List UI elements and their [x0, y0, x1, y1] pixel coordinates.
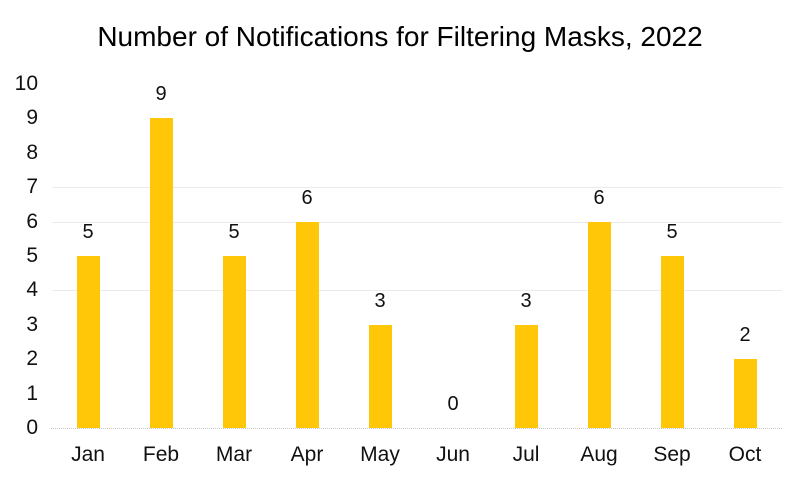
data-label-apr: 6	[301, 186, 313, 209]
x-axis-label-feb: Feb	[142, 443, 180, 466]
y-axis-tick-label: 3	[26, 312, 38, 336]
bar-mar	[222, 256, 246, 428]
x-axis-label-jan: Jan	[71, 443, 105, 466]
bar-aug	[587, 221, 611, 428]
bar-jan	[76, 256, 100, 428]
bar-apr	[295, 221, 319, 428]
data-label-jun: 0	[447, 393, 459, 415]
y-axis-tick-label: 1	[26, 381, 38, 405]
y-axis-tick-label: 5	[26, 244, 38, 267]
x-axis-label-apr: Apr	[290, 443, 324, 466]
y-axis-tick-label: 4	[26, 278, 38, 302]
bar-sep	[660, 256, 684, 428]
y-axis-tick-label: 10	[14, 72, 38, 95]
gridline-y4	[52, 290, 782, 292]
y-axis-tick-label: 2	[26, 347, 38, 371]
y-axis-tick-label: 0	[26, 416, 38, 439]
gridline-y7	[52, 187, 782, 189]
x-axis-label-sep: Sep	[653, 443, 691, 466]
data-label-feb: 9	[155, 83, 167, 106]
x-axis-label-mar: Mar	[215, 443, 253, 466]
y-axis-tick-label: 9	[26, 106, 38, 130]
x-axis-line	[51, 427, 782, 429]
bar-oct	[733, 359, 757, 428]
data-label-jul: 3	[520, 289, 532, 312]
y-axis-tick-label: 8	[26, 140, 38, 164]
data-label-jan: 5	[82, 221, 94, 243]
x-axis-label-aug: Aug	[580, 443, 618, 466]
bar-may	[368, 324, 392, 428]
data-label-mar: 5	[228, 221, 240, 243]
y-axis-tick-label: 6	[26, 209, 38, 233]
data-label-aug: 6	[593, 186, 605, 209]
data-label-oct: 2	[739, 324, 751, 347]
x-axis-label-jun: Jun	[436, 443, 470, 466]
bar-feb	[149, 118, 173, 428]
bar-jul	[514, 324, 538, 428]
x-axis-label-jul: Jul	[512, 443, 540, 466]
data-label-may: 3	[374, 289, 386, 312]
y-axis-tick-label: 7	[26, 175, 38, 199]
x-axis-label-oct: Oct	[728, 443, 762, 466]
data-label-sep: 5	[666, 221, 678, 243]
gridline-y6	[52, 221, 782, 223]
x-axis-label-may: May	[360, 443, 400, 466]
chart-title: Number of Notifications for Filtering Ma…	[97, 21, 703, 52]
